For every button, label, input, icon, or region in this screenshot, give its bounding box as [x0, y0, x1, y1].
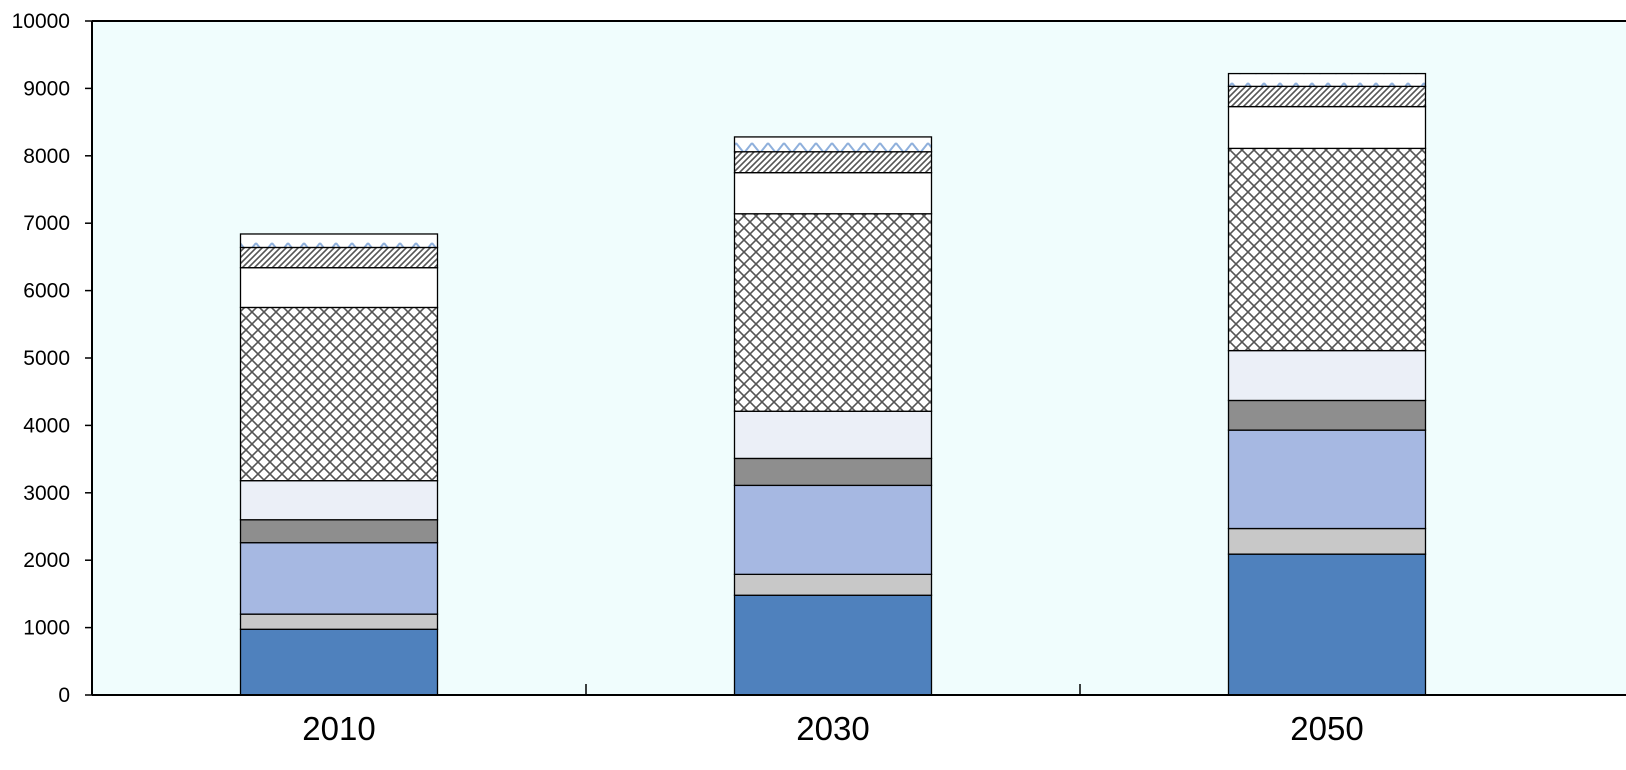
y-axis-ticks: 0 1000 2000 3000 4000 5000 6000 7000 8000 9000 100…	[12, 10, 92, 707]
bar-segment-2050-8	[1227, 85, 1427, 108]
x-category-label: 2010	[302, 710, 375, 747]
bar-segment-2030-5	[733, 410, 933, 460]
y-tick-label: 2000	[23, 549, 70, 572]
bars-layer	[239, 72, 1427, 696]
bar-segment-2030-8	[733, 151, 933, 174]
y-tick-label: 9000	[23, 77, 70, 100]
bar-segment-2050-5	[1227, 349, 1427, 402]
bar-segment-2050-3	[1227, 429, 1427, 530]
bar-segment-2010-4	[239, 519, 439, 544]
y-tick-label: 5000	[23, 347, 70, 370]
bar-segment-2030-4	[733, 457, 933, 487]
x-axis-ticks: 2010 2030 2050	[302, 684, 1364, 747]
y-tick-label: 8000	[23, 145, 70, 168]
bar-segment-2030-9	[733, 136, 933, 153]
bar-segment-2010-8	[239, 246, 439, 269]
y-tick-label: 6000	[23, 280, 70, 303]
bar-segment-2010-6	[239, 306, 439, 482]
y-tick-label: 4000	[23, 414, 70, 437]
bar-segment-2010-5	[239, 480, 439, 521]
y-tick-label: 1000	[23, 617, 70, 640]
y-tick-label: 7000	[23, 212, 70, 235]
bar-segment-2050-2	[1227, 527, 1427, 555]
bar-segment-2010-2	[239, 613, 439, 630]
bar-segment-2010-9	[239, 233, 439, 249]
bar-segment-2010-7	[239, 267, 439, 309]
bar-segment-2030-3	[733, 484, 933, 576]
x-category-label: 2050	[1290, 710, 1363, 747]
bar-segment-2050-6	[1227, 147, 1427, 352]
bar-segment-2050-1	[1227, 553, 1427, 696]
x-category-label: 2030	[796, 710, 869, 747]
bar-segment-2050-9	[1227, 72, 1427, 88]
bar-segment-2030-2	[733, 573, 933, 596]
y-tick-label: 10000	[12, 10, 70, 33]
bar-segment-2030-7	[733, 171, 933, 215]
bar-segment-2050-7	[1227, 105, 1427, 150]
y-tick-label: 0	[58, 684, 70, 707]
bar-segment-2050-4	[1227, 399, 1427, 431]
y-tick-label: 3000	[23, 482, 70, 505]
bar-segment-2010-3	[239, 542, 439, 615]
bar-segment-2030-1	[733, 594, 933, 696]
bar-segment-2030-6	[733, 213, 933, 412]
bar-segment-2010-1	[239, 628, 439, 696]
